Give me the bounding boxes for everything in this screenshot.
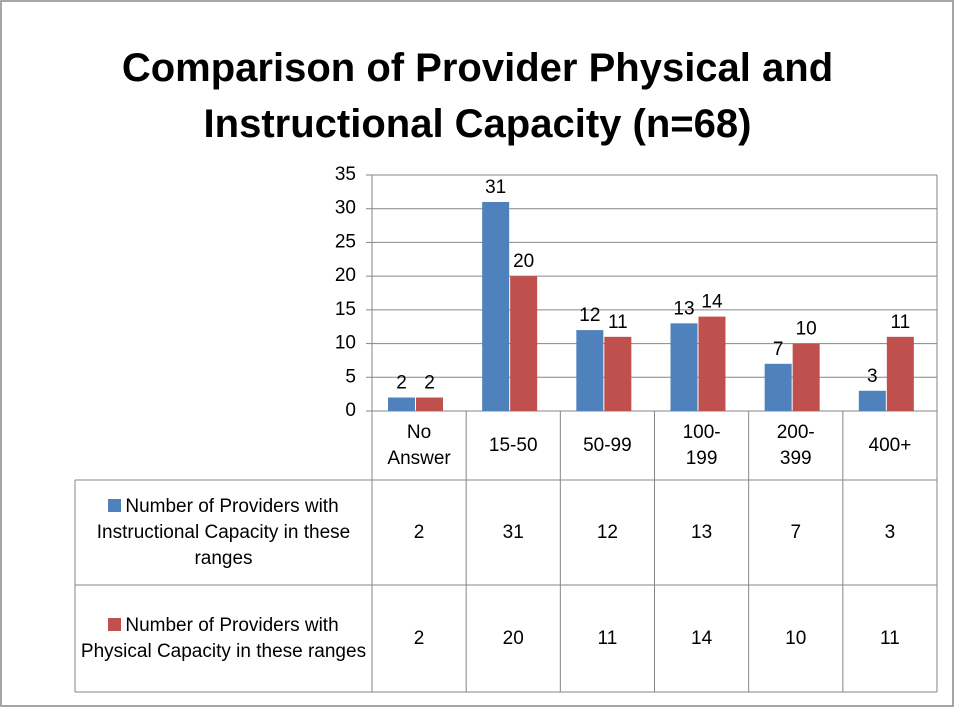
- bar: [764, 363, 792, 411]
- bar: [858, 390, 886, 411]
- data-label: 7: [773, 339, 784, 360]
- table-value-text: 11: [597, 627, 618, 649]
- table-value: 2: [372, 585, 466, 692]
- table-value: 11: [560, 585, 654, 692]
- y-tick-label: 35: [335, 164, 356, 185]
- y-tick-label: 15: [335, 299, 356, 320]
- table-value: 12: [560, 480, 654, 585]
- legend-entry: Number of Providers with Instructional C…: [75, 480, 372, 585]
- x-tick-label-text: 200-399: [776, 421, 815, 469]
- legend-entry: Number of Providers with Physical Capaci…: [75, 585, 372, 692]
- table-value: 10: [749, 585, 843, 692]
- x-tick-label: 50-99: [574, 411, 640, 480]
- x-tick-label-text: 100-199: [682, 421, 721, 469]
- table-value-text: 2: [413, 521, 425, 543]
- data-label: 31: [485, 177, 506, 198]
- x-tick-label: 200-399: [763, 411, 829, 480]
- data-label: 11: [608, 312, 628, 333]
- table-value: 31: [466, 480, 560, 585]
- bar: [510, 276, 538, 411]
- table-value-text: 31: [502, 521, 524, 543]
- y-tick-label: 30: [335, 198, 356, 219]
- bar: [886, 336, 914, 411]
- legend-text: Number of Providers with Physical Capaci…: [80, 614, 367, 662]
- table-value-text: 10: [785, 627, 807, 649]
- y-tick-label: 5: [345, 366, 356, 387]
- table-value: 11: [843, 585, 937, 692]
- data-label: 3: [867, 366, 878, 387]
- data-label: 11: [890, 312, 910, 333]
- bar: [482, 201, 510, 411]
- table-value: 7: [749, 480, 843, 585]
- bar: [604, 336, 632, 411]
- data-label: 10: [796, 319, 817, 340]
- table-value: 20: [466, 585, 560, 692]
- data-label: 14: [701, 292, 723, 313]
- y-tick-label: 10: [335, 333, 356, 354]
- y-tick-label: 0: [345, 400, 356, 421]
- x-tick-label-text: 50-99: [583, 434, 632, 456]
- x-tick-label: 100-199: [669, 411, 735, 480]
- table-value: 13: [655, 480, 749, 585]
- legend-swatch: [108, 617, 122, 631]
- x-tick-label: No Answer: [386, 411, 452, 480]
- x-tick-label: 400+: [857, 411, 923, 480]
- table-value-text: 20: [502, 627, 524, 649]
- table-value-text: 2: [413, 627, 425, 649]
- table-value-text: 14: [691, 627, 713, 649]
- table-value-text: 12: [596, 521, 618, 543]
- legend-swatch: [108, 498, 122, 512]
- bar: [670, 323, 698, 411]
- bar: [576, 330, 604, 411]
- y-tick-label: 20: [335, 265, 356, 286]
- bar: [792, 343, 820, 411]
- data-label: 12: [579, 305, 600, 326]
- table-value-text: 11: [880, 627, 900, 649]
- table-value-text: 13: [691, 521, 713, 543]
- bar: [698, 316, 726, 411]
- bar: [416, 397, 443, 411]
- data-label: 2: [424, 373, 435, 394]
- table-value-text: 3: [884, 521, 896, 543]
- x-tick-label-text: 15-50: [488, 434, 538, 456]
- data-label: 20: [513, 251, 534, 272]
- chart-title: Comparison of Provider Physical and Inst…: [121, 46, 834, 146]
- table-value-text: 7: [790, 521, 802, 543]
- table-value: 2: [372, 480, 466, 585]
- y-tick-label: 25: [335, 231, 356, 252]
- x-tick-label-text: No Answer: [387, 421, 451, 469]
- x-tick-label: 15-50: [480, 411, 546, 480]
- x-tick-label-text: 400+: [868, 434, 912, 456]
- table-value: 14: [655, 585, 749, 692]
- bar: [388, 397, 415, 411]
- data-label: 2: [396, 373, 407, 394]
- table-value: 3: [843, 480, 937, 585]
- data-label: 13: [673, 298, 694, 319]
- legend-text: Number of Providers with Instructional C…: [96, 495, 351, 569]
